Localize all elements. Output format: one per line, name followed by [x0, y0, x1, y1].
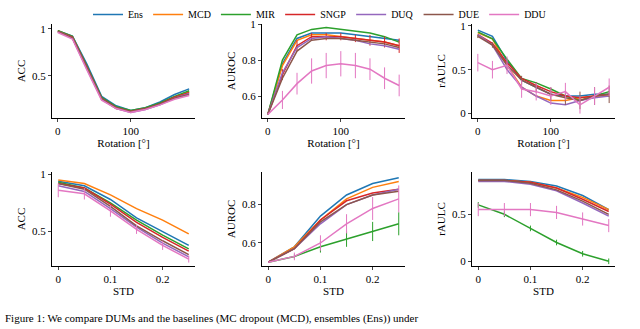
svg-text:rAULC: rAULC — [435, 202, 447, 236]
svg-text:0: 0 — [265, 125, 271, 137]
svg-text:SNGP: SNGP — [320, 9, 346, 20]
svg-text:MIR: MIR — [256, 9, 275, 20]
svg-text:1: 1 — [40, 168, 46, 180]
svg-text:AUROC: AUROC — [225, 52, 237, 91]
svg-text:1: 1 — [460, 20, 466, 32]
svg-text:0: 0 — [476, 273, 482, 285]
svg-text:0.8: 0.8 — [242, 54, 256, 66]
svg-text:Rotation [°]: Rotation [°] — [517, 137, 569, 149]
svg-text:0.5: 0.5 — [32, 70, 46, 82]
svg-text:DUQ: DUQ — [391, 9, 413, 20]
svg-text:0.2: 0.2 — [366, 273, 380, 285]
svg-text:Figure 1: We compare DUMs and: Figure 1: We compare DUMs and the baseli… — [5, 312, 418, 325]
svg-text:1: 1 — [40, 23, 46, 35]
svg-text:STD: STD — [533, 285, 554, 297]
svg-text:Ens: Ens — [128, 9, 143, 20]
svg-text:100: 100 — [123, 125, 140, 137]
svg-text:0.5: 0.5 — [452, 64, 466, 76]
svg-text:DUE: DUE — [459, 9, 480, 20]
svg-text:0.2: 0.2 — [576, 273, 590, 285]
svg-text:0: 0 — [55, 125, 61, 137]
svg-text:AUROC: AUROC — [225, 200, 237, 239]
svg-text:rAULC: rAULC — [435, 54, 447, 88]
svg-text:0: 0 — [266, 273, 272, 285]
svg-text:0.5: 0.5 — [452, 208, 466, 220]
svg-text:0.1: 0.1 — [524, 273, 538, 285]
svg-text:0.1: 0.1 — [104, 273, 118, 285]
svg-text:0: 0 — [475, 125, 481, 137]
svg-text:STD: STD — [323, 285, 344, 297]
svg-text:0.6: 0.6 — [242, 237, 256, 249]
svg-text:0: 0 — [56, 273, 62, 285]
svg-text:ACC: ACC — [15, 60, 27, 83]
svg-text:0.8: 0.8 — [242, 198, 256, 210]
svg-text:ACC: ACC — [15, 208, 27, 231]
svg-text:Rotation [°]: Rotation [°] — [97, 137, 149, 149]
svg-text:Rotation [°]: Rotation [°] — [307, 137, 359, 149]
svg-text:MCD: MCD — [188, 9, 211, 20]
svg-text:100: 100 — [543, 125, 560, 137]
svg-text:0.6: 0.6 — [242, 90, 256, 102]
svg-text:0.1: 0.1 — [314, 273, 328, 285]
svg-text:DDU: DDU — [524, 9, 546, 20]
svg-text:0: 0 — [460, 107, 466, 119]
svg-text:0.2: 0.2 — [156, 273, 170, 285]
svg-text:STD: STD — [113, 285, 134, 297]
svg-text:1: 1 — [250, 17, 256, 30]
svg-text:100: 100 — [333, 125, 350, 137]
svg-text:0.5: 0.5 — [32, 225, 46, 237]
svg-text:0: 0 — [460, 255, 466, 267]
